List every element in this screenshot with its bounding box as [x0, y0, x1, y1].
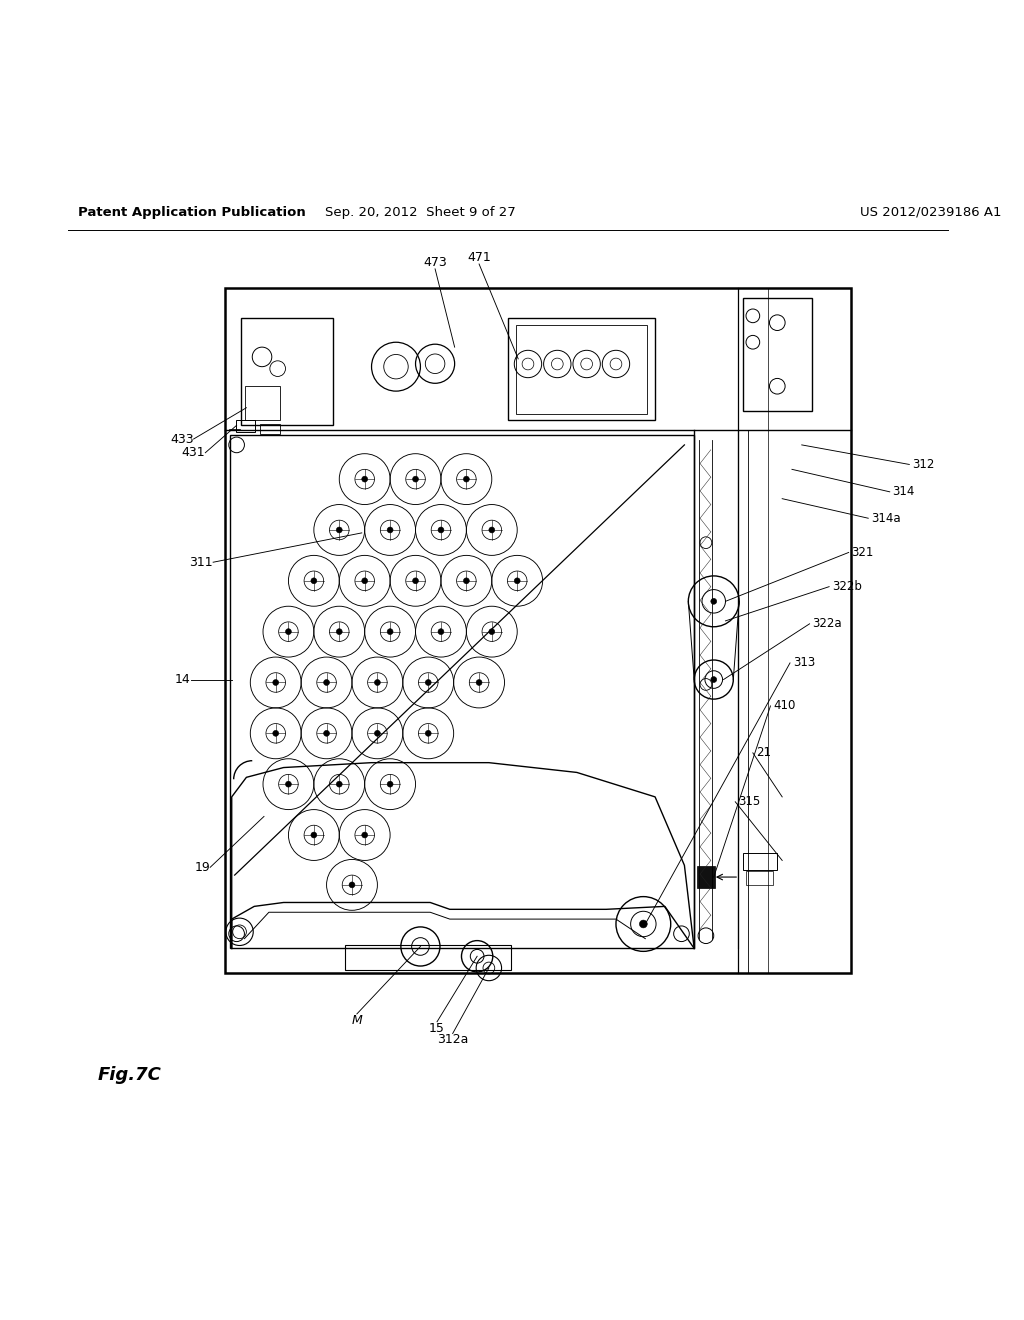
Bar	[260, 424, 280, 434]
Text: Patent Application Publication: Patent Application Publication	[78, 206, 306, 219]
Text: 473: 473	[423, 256, 446, 269]
Bar	[743, 298, 811, 411]
Text: 410: 410	[773, 700, 796, 713]
Circle shape	[387, 781, 393, 787]
Circle shape	[361, 578, 368, 583]
Circle shape	[336, 781, 342, 787]
Circle shape	[361, 832, 368, 838]
Bar	[345, 945, 511, 970]
Bar	[697, 866, 715, 888]
Bar	[743, 853, 777, 870]
Bar	[229, 436, 694, 949]
Circle shape	[425, 680, 431, 685]
Circle shape	[464, 477, 469, 482]
Text: 322b: 322b	[833, 581, 862, 593]
Text: 312a: 312a	[437, 1034, 468, 1047]
Bar	[509, 318, 655, 421]
Text: 431: 431	[181, 446, 206, 459]
Text: 312: 312	[912, 458, 935, 471]
Text: 311: 311	[189, 556, 213, 569]
Circle shape	[324, 680, 330, 685]
Text: 15: 15	[429, 1022, 445, 1035]
Text: 315: 315	[738, 795, 761, 808]
Text: 19: 19	[195, 861, 210, 874]
Circle shape	[413, 578, 419, 583]
Text: 322a: 322a	[812, 618, 842, 631]
Bar	[246, 387, 280, 421]
Circle shape	[464, 578, 469, 583]
Circle shape	[488, 527, 495, 533]
Circle shape	[375, 680, 380, 685]
Text: 433: 433	[170, 433, 194, 446]
Text: Sep. 20, 2012  Sheet 9 of 27: Sep. 20, 2012 Sheet 9 of 27	[325, 206, 516, 219]
Text: 14: 14	[175, 673, 190, 686]
Circle shape	[387, 527, 393, 533]
Circle shape	[514, 578, 520, 583]
Circle shape	[336, 628, 342, 635]
Circle shape	[413, 477, 419, 482]
Circle shape	[425, 730, 431, 737]
Text: 313: 313	[793, 656, 815, 669]
Circle shape	[349, 882, 355, 888]
Circle shape	[711, 677, 717, 682]
Circle shape	[476, 680, 482, 685]
Text: 471: 471	[467, 251, 490, 264]
Circle shape	[361, 477, 368, 482]
Circle shape	[375, 730, 380, 737]
Bar	[241, 318, 334, 425]
Circle shape	[286, 628, 292, 635]
Text: 314: 314	[893, 486, 915, 499]
Circle shape	[272, 680, 279, 685]
Bar	[236, 421, 255, 432]
Circle shape	[488, 628, 495, 635]
Circle shape	[324, 730, 330, 737]
Bar	[225, 289, 851, 973]
Text: US 2012/0239186 A1: US 2012/0239186 A1	[860, 206, 1001, 219]
Circle shape	[438, 527, 443, 533]
Text: 314a: 314a	[871, 512, 901, 525]
Bar	[516, 325, 647, 413]
Circle shape	[286, 781, 292, 787]
Circle shape	[639, 920, 647, 928]
Circle shape	[438, 628, 443, 635]
Text: 21: 21	[756, 746, 771, 759]
Circle shape	[311, 832, 316, 838]
Circle shape	[336, 527, 342, 533]
Circle shape	[711, 598, 717, 605]
Circle shape	[387, 628, 393, 635]
Text: M: M	[351, 1014, 362, 1027]
Text: 321: 321	[852, 546, 873, 558]
Text: Fig.7C: Fig.7C	[97, 1065, 162, 1084]
Circle shape	[272, 730, 279, 737]
Bar	[746, 871, 773, 884]
Circle shape	[311, 578, 316, 583]
